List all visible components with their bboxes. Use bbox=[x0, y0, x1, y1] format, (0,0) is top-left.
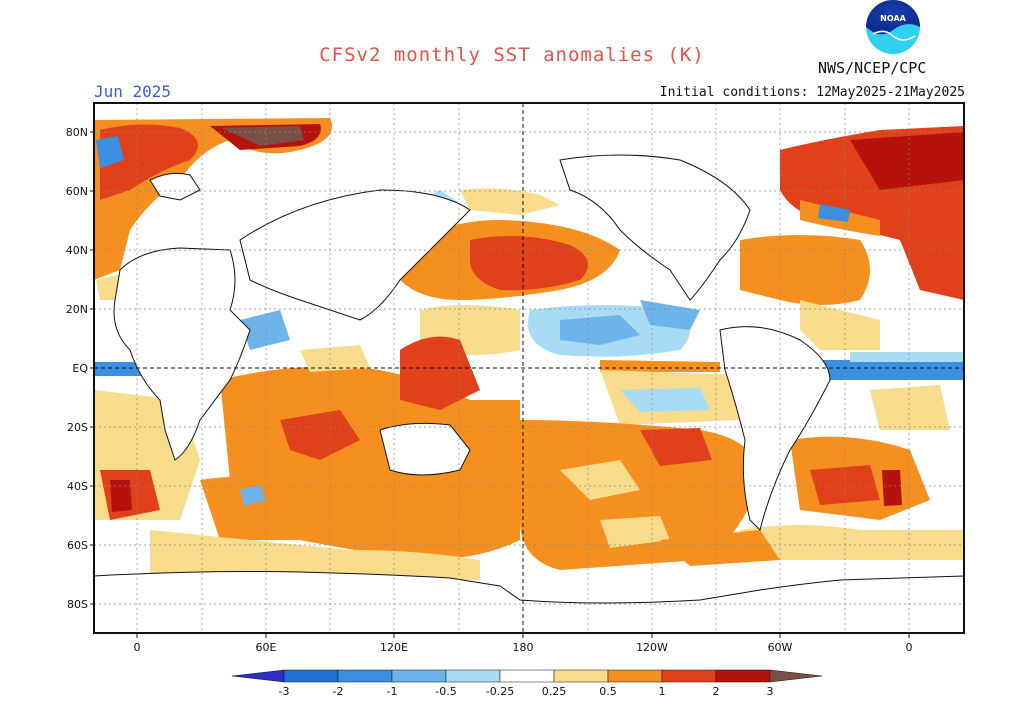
lon-label: 0 bbox=[134, 641, 141, 654]
colorbar-arrow-low bbox=[231, 669, 285, 683]
initial-conditions: Initial conditions: 12May2025-21May2025 bbox=[659, 85, 965, 100]
colorbar-segment bbox=[391, 669, 447, 683]
map-field bbox=[94, 103, 964, 633]
lon-label: 60E bbox=[256, 641, 277, 654]
agency-label: NWS/NCEP/CPC bbox=[818, 59, 927, 77]
colorbar-tick-label: 0.5 bbox=[599, 685, 617, 698]
colorbar-segment bbox=[553, 669, 609, 683]
colorbar-segment bbox=[661, 669, 717, 683]
land-masses bbox=[94, 154, 964, 633]
colorbar-tick-label: 2 bbox=[713, 685, 720, 698]
lat-label: 80N bbox=[66, 126, 88, 139]
latitude-labels: 80N 60N 40N 20N EQ 20S 40S 60S 80S bbox=[66, 126, 94, 611]
lat-label: 40N bbox=[66, 244, 88, 257]
map-title: CFSv2 monthly SST anomalies (K) bbox=[319, 44, 705, 66]
lat-label: 80S bbox=[67, 598, 88, 611]
lon-label: 60W bbox=[768, 641, 793, 654]
colorbar-segment bbox=[445, 669, 501, 683]
colorbar-tick-label: 3 bbox=[767, 685, 774, 698]
lat-label: 20S bbox=[67, 421, 88, 434]
colorbar-tick-label: 0.25 bbox=[542, 685, 567, 698]
colorbar-segment bbox=[283, 669, 339, 683]
lon-label: 180 bbox=[513, 641, 534, 654]
colorbar-segment bbox=[337, 669, 393, 683]
lat-label: 60N bbox=[66, 185, 88, 198]
forecast-month: Jun 2025 bbox=[94, 82, 172, 101]
lon-label: 120E bbox=[380, 641, 408, 654]
colorbar-tick-label: -3 bbox=[279, 685, 290, 698]
lat-label: EQ bbox=[72, 362, 88, 375]
colorbar-tick-label: 1 bbox=[659, 685, 666, 698]
colorbar-tick-label: -2 bbox=[333, 685, 344, 698]
lon-label: 0 bbox=[906, 641, 913, 654]
colorbar-segment bbox=[715, 669, 771, 683]
colorbar-tick-label: -1 bbox=[387, 685, 398, 698]
colorbar-tick-label: -0.25 bbox=[486, 685, 514, 698]
colorbar-segment bbox=[499, 669, 555, 683]
lat-label: 20N bbox=[66, 303, 88, 316]
colorbar-segment bbox=[607, 669, 663, 683]
graticule bbox=[94, 103, 964, 633]
lon-label: 120W bbox=[636, 641, 668, 654]
colorbar: -3 -2 -1 -0.5 -0.25 0.25 0.5 1 2 3 bbox=[231, 669, 823, 698]
lat-label: 40S bbox=[67, 480, 88, 493]
colorbar-tick-label: -0.5 bbox=[435, 685, 456, 698]
logo-text: NOAA bbox=[880, 14, 906, 23]
noaa-logo-icon: NOAA bbox=[866, 0, 920, 54]
colorbar-arrow-high bbox=[769, 669, 823, 683]
lat-label: 60S bbox=[67, 539, 88, 552]
longitude-labels: 0 60E 120E 180 120W 60W 0 bbox=[134, 633, 913, 654]
